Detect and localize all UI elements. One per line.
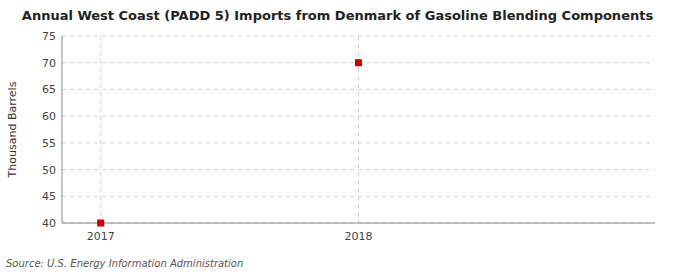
y-tick-label: 50 xyxy=(42,164,56,177)
y-axis-line xyxy=(62,36,63,223)
y-axis-label: Thousand Barrels xyxy=(6,81,19,178)
x-grid-line xyxy=(100,36,101,223)
x-tick-label: 2018 xyxy=(345,230,373,243)
y-tick-label: 70 xyxy=(42,57,56,70)
grid xyxy=(62,36,655,223)
point xyxy=(355,59,362,66)
y-tick-label: 55 xyxy=(42,137,56,150)
points xyxy=(97,59,362,226)
chart: Annual West Coast (PADD 5) Imports from … xyxy=(0,0,675,275)
y-grid-line xyxy=(62,223,655,224)
y-grid-line xyxy=(62,169,655,170)
source: Source: U.S. Energy Information Administ… xyxy=(6,258,243,269)
y-tick-label: 65 xyxy=(42,83,56,96)
x-axis-line xyxy=(62,223,655,224)
y-tick-label: 60 xyxy=(42,110,56,123)
y-tick-label: 75 xyxy=(42,30,56,43)
title: Annual West Coast (PADD 5) Imports from … xyxy=(22,8,654,23)
x-tick-label: 2017 xyxy=(87,230,115,243)
background xyxy=(0,0,675,275)
y-tick-label: 40 xyxy=(42,217,56,230)
y-grid-line xyxy=(62,89,655,90)
y-tick-label: 45 xyxy=(42,190,56,203)
point xyxy=(97,220,104,227)
